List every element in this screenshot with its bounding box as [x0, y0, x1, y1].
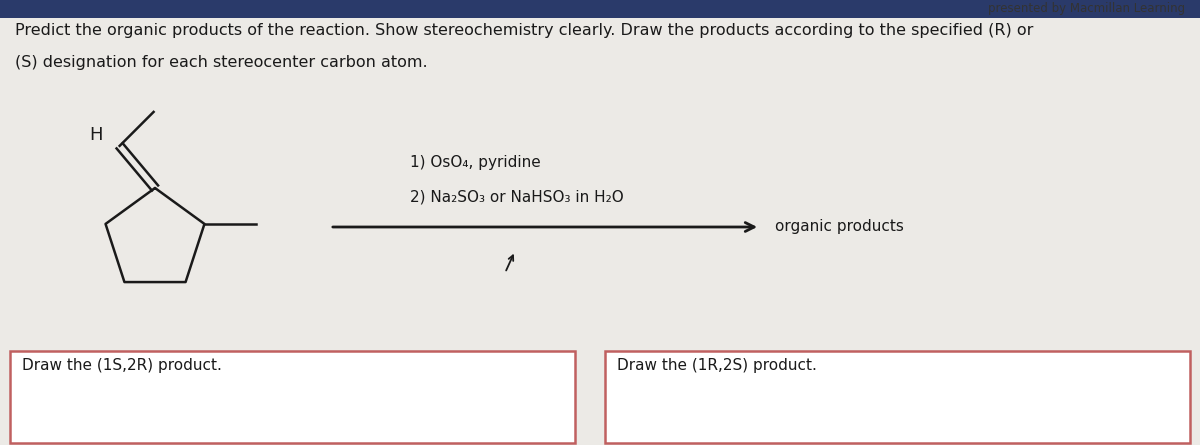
Text: 1) OsO₄, pyridine: 1) OsO₄, pyridine: [410, 155, 541, 170]
Text: presented by Macmillan Learning: presented by Macmillan Learning: [988, 3, 1186, 16]
Bar: [605, 351, 1190, 443]
Text: (S) designation for each stereocenter carbon atom.: (S) designation for each stereocenter ca…: [14, 55, 427, 70]
Text: Draw the (1R,2S) product.: Draw the (1R,2S) product.: [617, 358, 817, 373]
Text: organic products: organic products: [775, 219, 904, 235]
Text: Draw the (1S,2R) product.: Draw the (1S,2R) product.: [22, 358, 222, 373]
Text: 2) Na₂SO₃ or NaHSO₃ in H₂O: 2) Na₂SO₃ or NaHSO₃ in H₂O: [410, 190, 624, 205]
Bar: [10, 351, 575, 443]
Bar: [0, 0, 1200, 18]
Text: Predict the organic products of the reaction. Show stereochemistry clearly. Draw: Predict the organic products of the reac…: [14, 23, 1033, 38]
Text: H: H: [89, 126, 102, 144]
